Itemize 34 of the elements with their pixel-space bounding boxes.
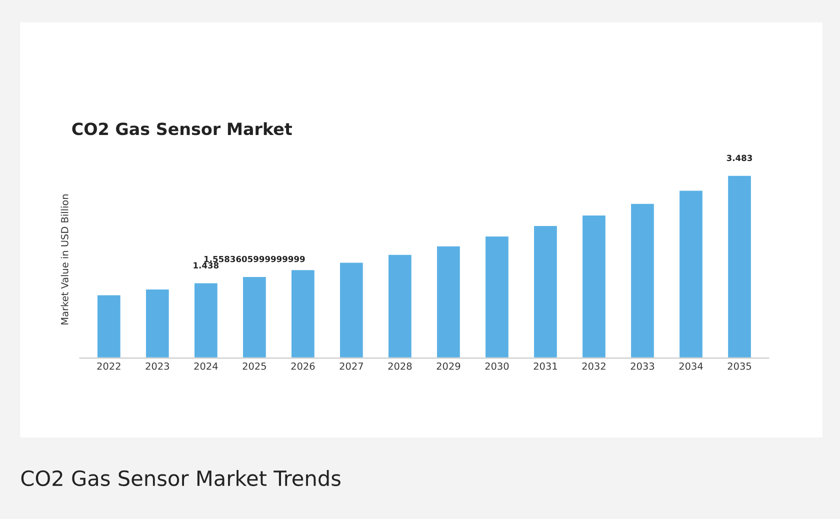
x-tick-label: 2033 — [630, 362, 654, 370]
bar — [484, 235, 510, 358]
bar — [193, 282, 219, 358]
bar — [338, 261, 364, 358]
x-tick-label: 2029 — [436, 362, 460, 370]
bar — [387, 253, 413, 358]
data-label: 1.5583605999999999 — [204, 256, 305, 262]
bar — [532, 224, 558, 358]
bar — [678, 189, 704, 358]
x-tick-label: 2028 — [388, 362, 412, 370]
text: CO2 Gas Sensor Market Trends — [21, 470, 340, 486]
bar — [144, 288, 170, 358]
x-tick-label: 2034 — [679, 362, 703, 370]
x-tick-label: 2023 — [146, 362, 170, 370]
bar — [630, 202, 656, 358]
bar — [726, 174, 752, 358]
data-label: 3.483 — [726, 154, 752, 162]
chart-title: CO2 Gas Sensor Market — [72, 122, 292, 136]
bar — [290, 268, 316, 358]
bar — [581, 214, 607, 358]
bar — [436, 245, 462, 358]
bar — [242, 276, 268, 358]
x-tick-label: 2026 — [291, 362, 315, 370]
x-tick-label: 2031 — [534, 362, 557, 370]
data-label: 1.438 — [194, 262, 219, 268]
bar — [96, 294, 122, 358]
x-tick-label: 2024 — [194, 362, 218, 370]
x-tick-label: 2032 — [582, 362, 606, 370]
y-axis-title: Market Value in USD Billion — [60, 194, 68, 324]
x-tick-label: 2022 — [97, 362, 120, 370]
x-tick-label: 2035 — [728, 362, 752, 370]
x-tick-label: 2027 — [340, 362, 363, 370]
x-tick-label: 2030 — [485, 362, 509, 370]
x-tick-label: 2025 — [242, 362, 266, 370]
